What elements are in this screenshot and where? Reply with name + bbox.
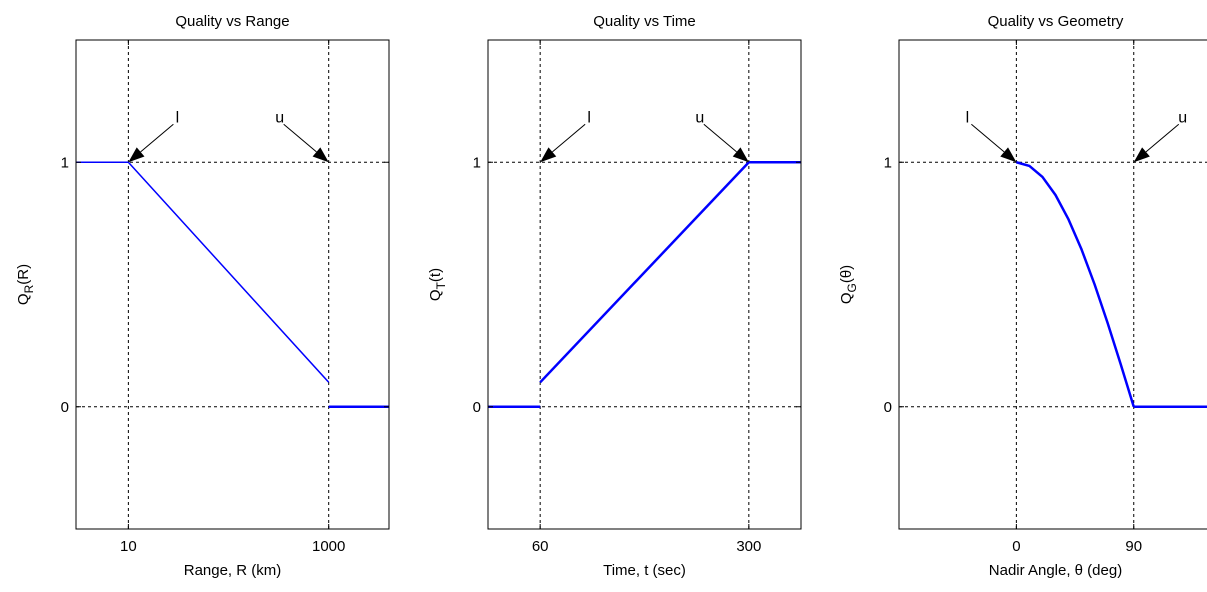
y-tick-label: 1 [473, 154, 481, 171]
annotation-arrow-shaft [141, 124, 174, 152]
chart-title: Quality vs Time [593, 13, 696, 30]
x-tick-label: 1000 [312, 538, 345, 555]
annotation-arrow-shaft [1146, 124, 1179, 152]
y-axis-label-subscript: R [22, 284, 36, 293]
data-series-line [540, 162, 749, 382]
annotation-arrow-head [540, 147, 556, 162]
annotation-label: l [587, 109, 591, 126]
annotation-label: u [1178, 109, 1187, 126]
x-axis-label: Nadir Angle, θ (deg) [989, 562, 1122, 579]
annotation-arrow-shaft [971, 124, 1004, 152]
y-axis-label-main: Q [427, 289, 444, 301]
y-axis-label: QT(t) [427, 268, 448, 301]
y-tick-label: 0 [884, 399, 892, 416]
x-tick-label: 60 [532, 538, 549, 555]
y-axis-label-subscript: G [845, 283, 859, 292]
annotation-arrow-shaft [284, 124, 317, 152]
subplot-3: 0 90 0 1 Quality vs Geometry Nadir Angle, θ (… [838, 13, 1207, 579]
y-axis-label-suffix: (t) [427, 268, 444, 282]
y-axis-label-suffix: (R) [15, 264, 32, 285]
data-series-line [128, 162, 328, 382]
x-tick-label: 90 [1125, 538, 1142, 555]
annotation-arrow-head [128, 147, 144, 162]
annotation-label: u [695, 109, 704, 126]
annotation-arrow-head [1000, 147, 1016, 162]
x-axis-label: Time, t (sec) [603, 562, 686, 579]
subplot-2: 60 300 0 1 Quality vs Time Time, t (sec) QT(t)… [427, 13, 801, 579]
annotation-arrow-shaft [552, 124, 585, 152]
annotation-label: l [966, 109, 970, 126]
y-axis-label: QG(θ) [838, 265, 859, 304]
x-tick-label: 0 [1012, 538, 1020, 555]
annotation-arrow-head [1134, 147, 1150, 162]
annotation-arrow-shaft [704, 124, 737, 152]
x-tick-label: 300 [736, 538, 761, 555]
annotation-arrow-head [313, 147, 329, 162]
y-axis-label: QR(R) [15, 264, 36, 305]
subplot-1: 10 1000 0 1 Quality vs Range Range, R (km) QR(… [15, 13, 389, 579]
data-series-line [1016, 162, 1133, 407]
annotation-label: u [275, 109, 284, 126]
y-tick-label: 0 [473, 399, 481, 416]
axes-frame [488, 40, 801, 529]
x-axis-label: Range, R (km) [184, 562, 282, 579]
axes-frame [76, 40, 389, 529]
y-tick-label: 1 [61, 154, 69, 171]
y-tick-label: 0 [61, 399, 69, 416]
y-axis-label-suffix: (θ) [838, 265, 855, 283]
axes-frame [899, 40, 1207, 529]
x-tick-label: 10 [120, 538, 137, 555]
annotation-label: l [176, 109, 180, 126]
chart-title: Quality vs Geometry [988, 13, 1124, 30]
annotation-arrow-head [733, 147, 749, 162]
y-axis-label-main: Q [15, 293, 32, 305]
chart-title: Quality vs Range [175, 13, 289, 30]
y-axis-label-main: Q [838, 293, 855, 305]
y-tick-label: 1 [884, 154, 892, 171]
